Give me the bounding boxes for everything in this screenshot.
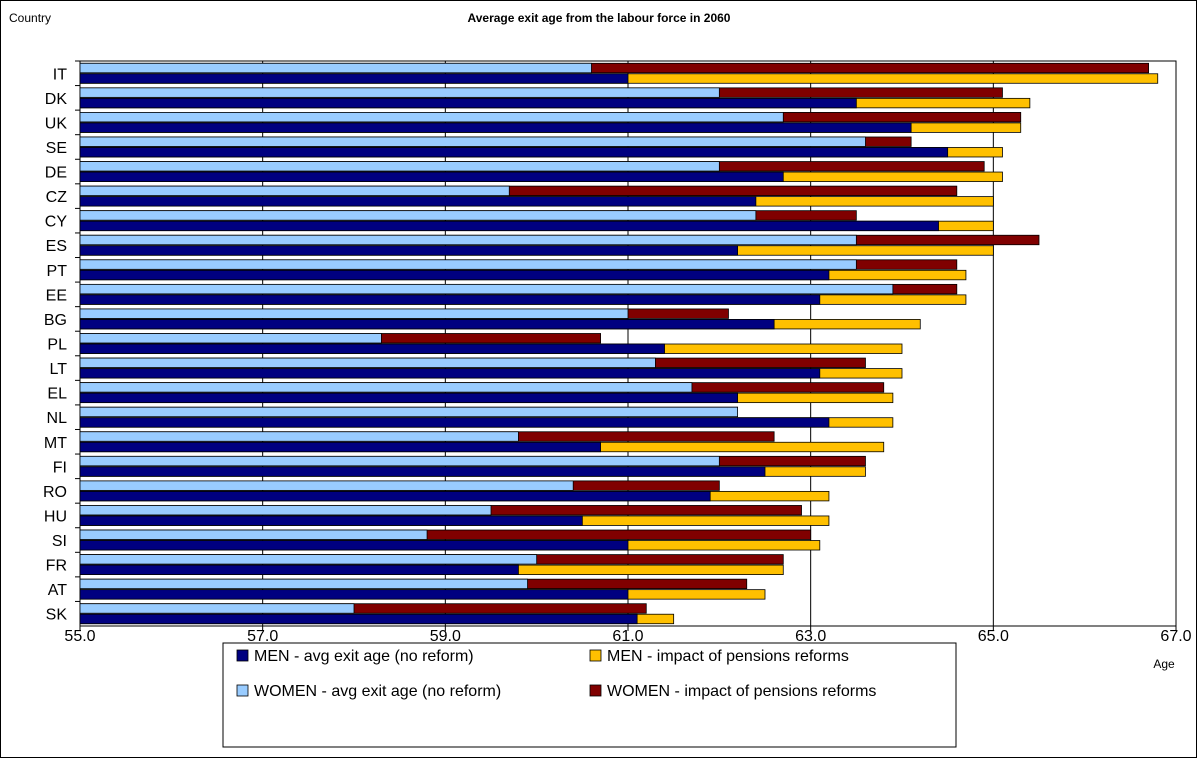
bar-women-base-de — [79, 161, 720, 172]
bar-men-base-de — [79, 171, 784, 182]
bar-men-base-nl — [79, 417, 830, 428]
category-label: MT — [44, 435, 67, 452]
category-label: CZ — [46, 189, 68, 206]
category-label: BG — [44, 312, 67, 329]
category-label: AT — [48, 582, 67, 599]
chart-title: Average exit age from the labour force i… — [468, 11, 731, 25]
bar-men-base-fi — [79, 466, 766, 477]
category-label: DE — [45, 165, 67, 182]
x-tick-label: 61.0 — [612, 628, 643, 645]
category-label: SI — [52, 533, 67, 550]
bar-men-base-es — [79, 245, 738, 256]
bar-women-base-cy — [79, 210, 757, 221]
bar-men-base-el — [79, 392, 738, 404]
category-label: PT — [47, 263, 68, 280]
x-tick-label: 63.0 — [795, 628, 826, 645]
category-label: UK — [45, 115, 68, 132]
bar-women-base-nl — [79, 406, 738, 418]
category-label: CY — [45, 214, 68, 231]
bar-men-base-uk — [79, 122, 912, 133]
bar-men-base-at — [79, 589, 629, 600]
category-label: NL — [47, 410, 68, 427]
bar-women-base-bg — [79, 308, 629, 319]
bar-men-base-mt — [79, 441, 601, 453]
legend-swatch — [589, 649, 602, 662]
bar-women-base-cz — [79, 185, 510, 197]
category-label: DK — [45, 91, 68, 108]
category-label: HU — [44, 508, 67, 525]
category-label: RO — [43, 484, 67, 501]
bar-women-base-hu — [79, 505, 492, 516]
bar-women-base-ee — [79, 283, 894, 295]
bar-women-base-lt — [79, 357, 656, 368]
bar-women-base-pl — [79, 333, 382, 344]
legend-swatch — [589, 684, 602, 697]
bar-women-base-se — [79, 136, 866, 147]
bar-women-base-si — [79, 529, 428, 540]
legend: MEN - avg exit age (no reform) MEN - impa… — [222, 642, 957, 748]
bar-women-base-pt — [79, 259, 857, 270]
bar-men-base-se — [79, 147, 949, 158]
bar-women-base-it — [79, 62, 592, 74]
y-axis-title: Country — [9, 11, 51, 25]
bar-men-base-cz — [79, 196, 757, 207]
legend-swatch — [236, 684, 249, 697]
legend-label: WOMEN - avg exit age (no reform) — [254, 683, 501, 700]
bar-women-base-uk — [79, 112, 784, 123]
category-label: LT — [50, 361, 68, 378]
x-tick-label: 67.0 — [1160, 628, 1191, 645]
x-tick-label: 59.0 — [430, 628, 461, 645]
bar-men-base-it — [79, 73, 629, 84]
x-tick-label: 65.0 — [978, 628, 1009, 645]
x-axis-title: Age — [1153, 657, 1175, 671]
bar-men-base-hu — [79, 515, 583, 526]
bar-men-base-ro — [79, 490, 711, 502]
bar-women-base-fr — [79, 554, 538, 565]
category-label: SE — [46, 140, 67, 157]
bar-women-base-dk — [79, 87, 720, 98]
bar-women-base-el — [79, 382, 693, 393]
bar-men-base-pl — [79, 343, 665, 354]
category-label: EE — [46, 287, 67, 304]
bar-women-base-es — [79, 234, 857, 246]
bar-men-base-cy — [79, 220, 939, 232]
x-tick-label: 57.0 — [247, 628, 278, 645]
bar-men-base-fr — [79, 564, 519, 575]
category-label: FI — [53, 459, 67, 476]
bar-women-base-ro — [79, 480, 574, 491]
bar-women-base-sk — [79, 603, 355, 614]
legend-label: WOMEN - impact of pensions reforms — [607, 683, 876, 700]
bar-men-base-dk — [79, 97, 857, 109]
category-label: FR — [46, 558, 67, 575]
category-label: SK — [46, 607, 68, 624]
legend-box — [222, 642, 957, 748]
category-label: PL — [47, 337, 67, 354]
legend-label: MEN - avg exit age (no reform) — [254, 648, 474, 665]
bar-men-base-pt — [79, 269, 830, 281]
bar-men-base-bg — [79, 319, 775, 330]
category-label: EL — [47, 386, 67, 403]
bar-women-base-fi — [79, 455, 720, 467]
bars-group — [79, 62, 1159, 625]
bar-women-base-mt — [79, 431, 519, 442]
category-label: ES — [46, 238, 67, 255]
category-label: IT — [53, 66, 67, 83]
bar-men-base-lt — [79, 368, 821, 379]
x-tick-label: 55.0 — [64, 628, 95, 645]
legend-label: MEN - impact of pensions reforms — [607, 648, 849, 665]
x-tick-labels: 55.0 57.0 59.0 61.0 63.0 65.0 67.0 — [64, 626, 1192, 645]
legend-swatch — [236, 649, 249, 662]
bar-women-base-at — [79, 578, 528, 590]
bar-men-base-ee — [79, 294, 821, 305]
category-labels: IT DK UK SE DE CZ CY ES PT EE BG PL LT EL NL MT FI RO HU SI… — [43, 60, 80, 624]
bar-men-base-si — [79, 540, 629, 551]
bar-men-base-sk — [79, 613, 638, 625]
